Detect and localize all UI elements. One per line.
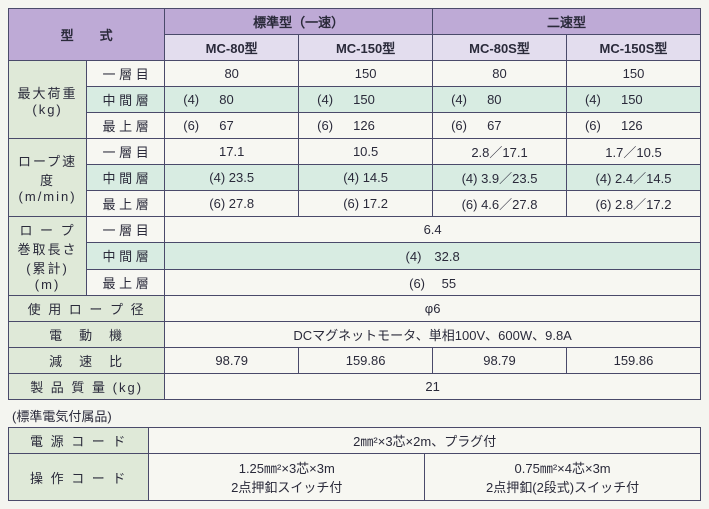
maxload-top-mc150: (6)126: [299, 113, 433, 139]
speed-mid-mc150: (4) 14.5: [299, 165, 433, 191]
speed-top-mc80: (6) 27.8: [165, 191, 299, 217]
speed-l1-mc80s: 2.8／17.1: [433, 139, 567, 165]
lbl-layer1: 一 層 目: [87, 61, 165, 87]
lbl-maxload: 最大荷重 (kg): [9, 61, 87, 139]
maxload-mid-mc150s: (4)150: [566, 87, 700, 113]
accessory-table: 電 源 コ ー ド 2㎜²×3芯×2m、プラグ付 操 作 コ ー ド 1.25㎜…: [8, 427, 701, 501]
reduction-mc80: 98.79: [165, 348, 299, 374]
power-cord-val: 2㎜²×3芯×2m、プラグ付: [149, 428, 701, 454]
maxload-l1-mc80: 80: [165, 61, 299, 87]
speed-l1-mc80: 17.1: [165, 139, 299, 165]
motor-val: DCマグネットモータ、単相100V、600W、9.8A: [165, 322, 701, 348]
lbl-ropedia: 使 用 ロ ー プ 径: [9, 296, 165, 322]
lbl-reduction: 減 速 比: [9, 348, 165, 374]
lbl-layermid: 中 間 層: [87, 87, 165, 113]
maxload-top-mc80s: (6)67: [433, 113, 567, 139]
accessory-title: (標準電気付属品): [12, 406, 701, 425]
lbl-speed-l1: 一 層 目: [87, 139, 165, 165]
maxload-mid-mc80: (4)80: [165, 87, 299, 113]
lbl-len-top: 最 上 層: [87, 269, 165, 295]
spec-table: 型 式 標準型（一速） 二速型 MC-80型 MC-150型 MC-80S型 M…: [8, 8, 701, 400]
hdr-mc150s: MC-150S型: [566, 35, 700, 61]
hdr-mc80s: MC-80S型: [433, 35, 567, 61]
lbl-mass: 製 品 質 量 (kg): [9, 374, 165, 400]
reduction-mc80s: 98.79: [433, 348, 567, 374]
hdr-mc80: MC-80型: [165, 35, 299, 61]
ropelen-top: (6) 55: [165, 269, 701, 295]
maxload-top-mc80: (6)67: [165, 113, 299, 139]
speed-mid-mc80s: (4) 3.9／23.5: [433, 165, 567, 191]
speed-mid-mc80: (4) 23.5: [165, 165, 299, 191]
hdr-std: 標準型（一速）: [165, 9, 433, 35]
speed-top-mc150s: (6) 2.8／17.2: [566, 191, 700, 217]
lbl-power-cord: 電 源 コ ー ド: [9, 428, 149, 454]
hdr-two: 二速型: [433, 9, 701, 35]
speed-top-mc80s: (6) 4.6／27.8: [433, 191, 567, 217]
speed-l1-mc150s: 1.7／10.5: [566, 139, 700, 165]
lbl-layertop: 最 上 層: [87, 113, 165, 139]
lbl-len-l1: 一 層 目: [87, 217, 165, 243]
ropelen-l1: 6.4: [165, 217, 701, 243]
hdr-mc150: MC-150型: [299, 35, 433, 61]
hdr-model: 型 式: [9, 9, 165, 61]
ctrl-cord-std: 1.25㎜²×3芯×3m 2点押釦スイッチ付: [149, 454, 425, 501]
maxload-top-mc150s: (6)126: [566, 113, 700, 139]
maxload-l1-mc80s: 80: [433, 61, 567, 87]
ropedia-val: φ6: [165, 296, 701, 322]
lbl-motor: 電 動 機: [9, 322, 165, 348]
lbl-ctrl-cord: 操 作 コ ー ド: [9, 454, 149, 501]
reduction-mc150: 159.86: [299, 348, 433, 374]
speed-mid-mc150s: (4) 2.4／14.5: [566, 165, 700, 191]
ctrl-cord-two: 0.75㎜²×4芯×3m 2点押釦(2段式)スイッチ付: [425, 454, 701, 501]
maxload-l1-mc150: 150: [299, 61, 433, 87]
speed-l1-mc150: 10.5: [299, 139, 433, 165]
lbl-ropespeed: ロープ速度 (m/min): [9, 139, 87, 217]
maxload-l1-mc150s: 150: [566, 61, 700, 87]
mass-val: 21: [165, 374, 701, 400]
lbl-len-mid: 中 間 層: [87, 243, 165, 269]
lbl-speed-top: 最 上 層: [87, 191, 165, 217]
reduction-mc150s: 159.86: [566, 348, 700, 374]
ropelen-mid: (4) 32.8: [165, 243, 701, 269]
speed-top-mc150: (6) 17.2: [299, 191, 433, 217]
lbl-speed-mid: 中 間 層: [87, 165, 165, 191]
maxload-mid-mc80s: (4)80: [433, 87, 567, 113]
lbl-ropelen: ロ ー プ 巻取長さ (累計)(m): [9, 217, 87, 296]
maxload-mid-mc150: (4)150: [299, 87, 433, 113]
